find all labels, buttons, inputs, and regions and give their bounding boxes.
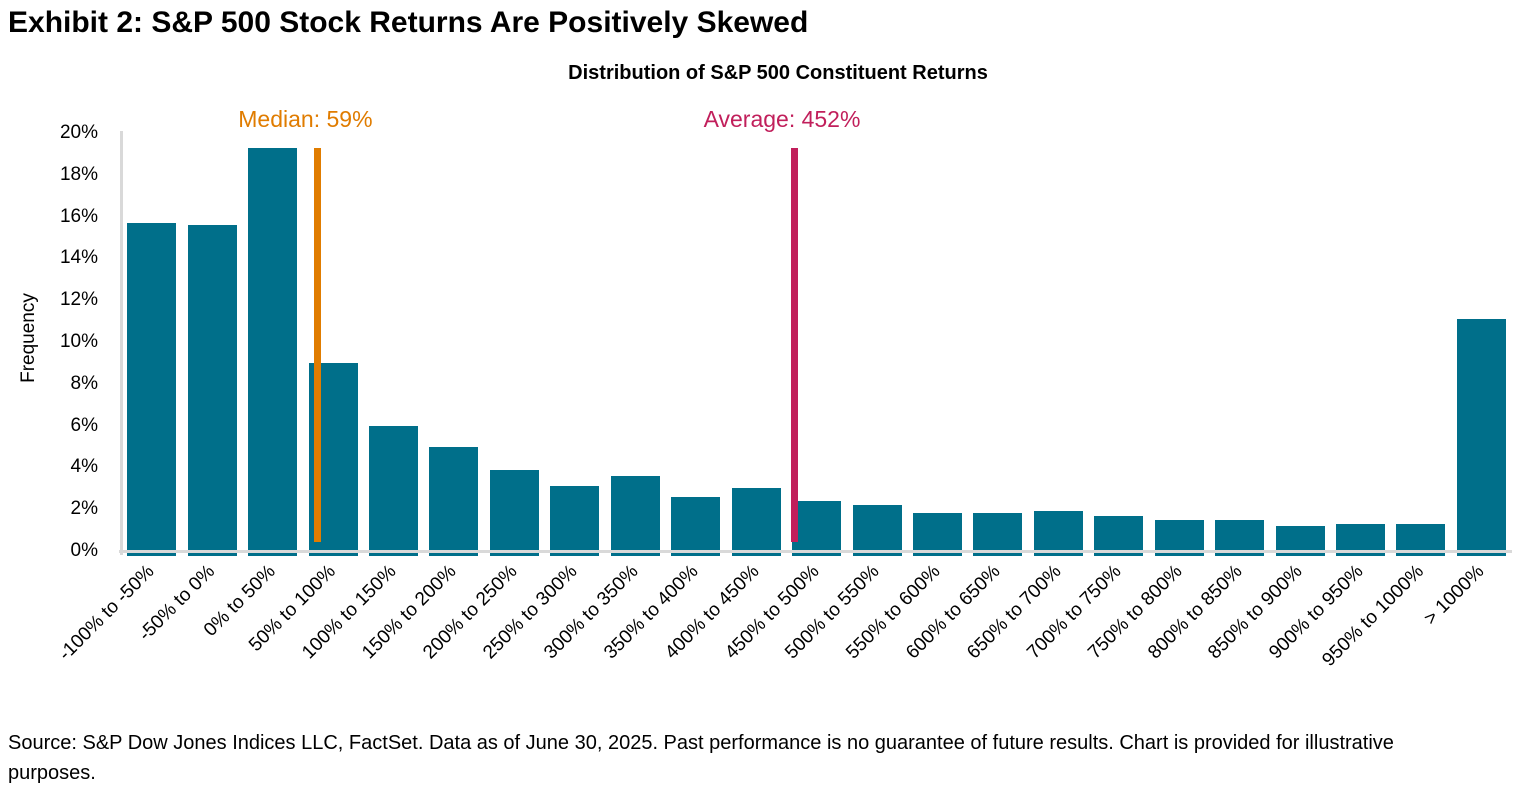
histogram-bar <box>1215 519 1264 556</box>
y-tick-label: 2% <box>70 498 98 520</box>
histogram-bar <box>792 500 841 556</box>
histogram-bar <box>248 147 298 556</box>
median-label: Median: 59% <box>238 106 373 132</box>
y-tick-label: 6% <box>70 414 98 436</box>
histogram-bar <box>731 488 781 556</box>
histogram-bar <box>1154 519 1204 556</box>
y-tick-label: 16% <box>59 205 98 227</box>
source-note: Source: S&P Dow Jones Indices LLC, FactS… <box>8 732 1394 784</box>
y-tick-label: 4% <box>70 456 98 478</box>
histogram-bar <box>187 225 237 556</box>
histogram-bar <box>489 469 539 556</box>
histogram-bar <box>852 505 902 556</box>
y-tick-label: 14% <box>59 247 98 269</box>
median-line <box>313 148 321 542</box>
histogram-bar <box>1094 515 1144 556</box>
histogram-bar <box>550 486 600 556</box>
y-tick-label: 0% <box>70 540 98 561</box>
histogram-bar <box>127 222 177 556</box>
histogram-bar <box>1033 511 1083 556</box>
y-tick-label: 18% <box>59 163 98 185</box>
y-tick-label: 20% <box>59 122 98 143</box>
histogram-bar <box>973 513 1023 556</box>
y-tick-label: 12% <box>59 289 98 311</box>
histogram-bar <box>671 496 721 556</box>
histogram-bar <box>429 446 479 556</box>
y-axis-line <box>119 131 123 555</box>
average-line <box>790 148 798 542</box>
histogram-bar <box>369 425 418 556</box>
x-tick-text: -100% to -50% <box>54 561 159 665</box>
average-label: Average: 452% <box>703 106 861 132</box>
x-axis-line <box>119 550 1512 553</box>
histogram-bar <box>1456 319 1506 556</box>
y-tick-label: 8% <box>70 372 98 394</box>
histogram-bar <box>610 475 660 556</box>
exhibit-title: Exhibit 2: S&P 500 Stock Returns Are Pos… <box>8 6 809 39</box>
histogram-bar <box>912 513 962 556</box>
x-tick-text: > 1000% <box>1419 561 1489 630</box>
chart-title: Distribution of S&P 500 Constituent Retu… <box>568 62 988 84</box>
y-tick-label: 10% <box>59 331 98 352</box>
